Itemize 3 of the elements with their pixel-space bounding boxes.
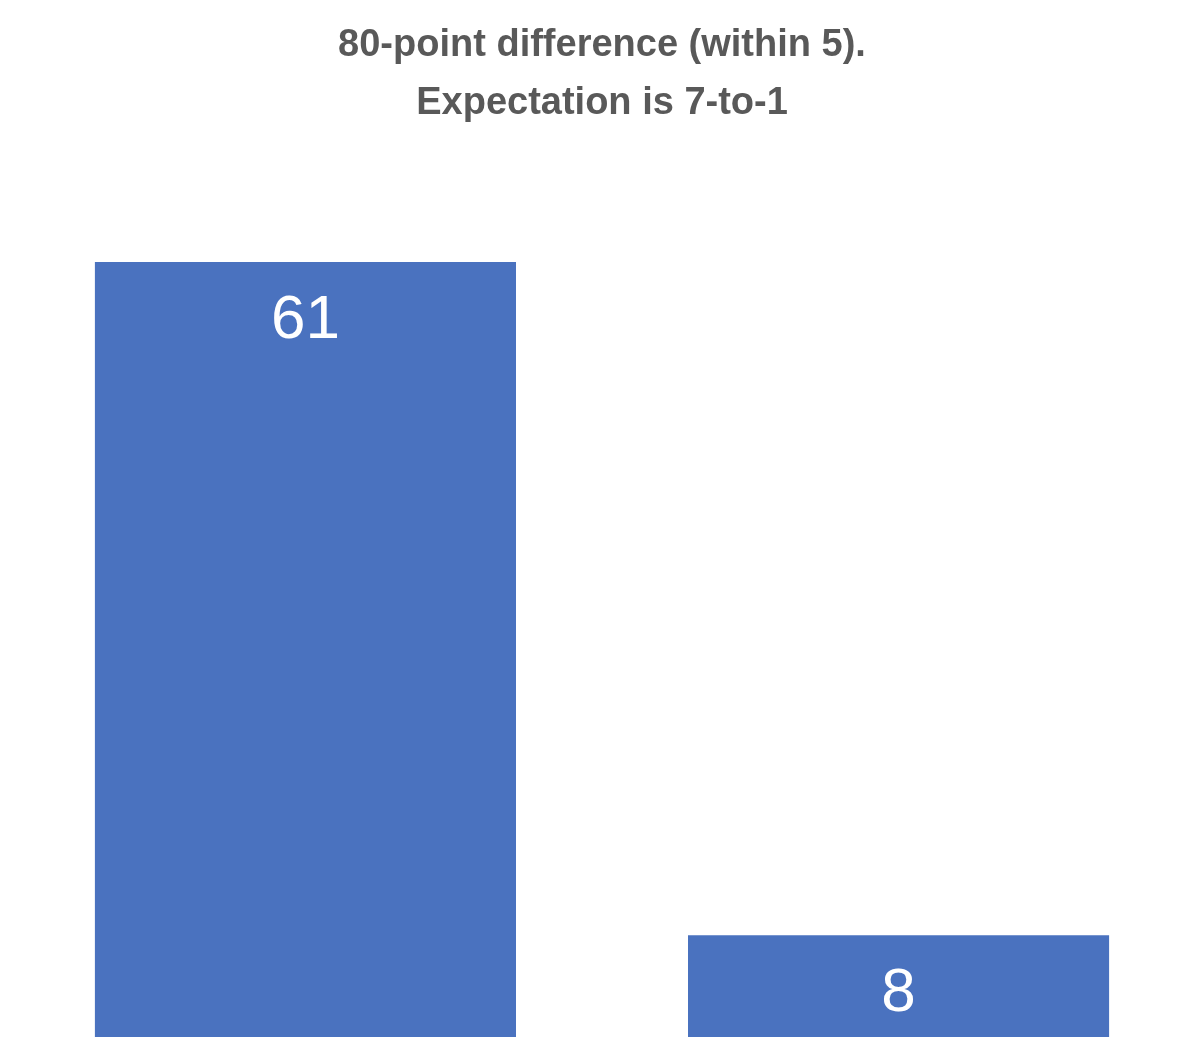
data-label: 61: [270, 282, 340, 351]
data-label: 8: [881, 955, 916, 1025]
chart-title: 80-point difference (within 5). Expectation is 7-to-1: [338, 22, 866, 122]
